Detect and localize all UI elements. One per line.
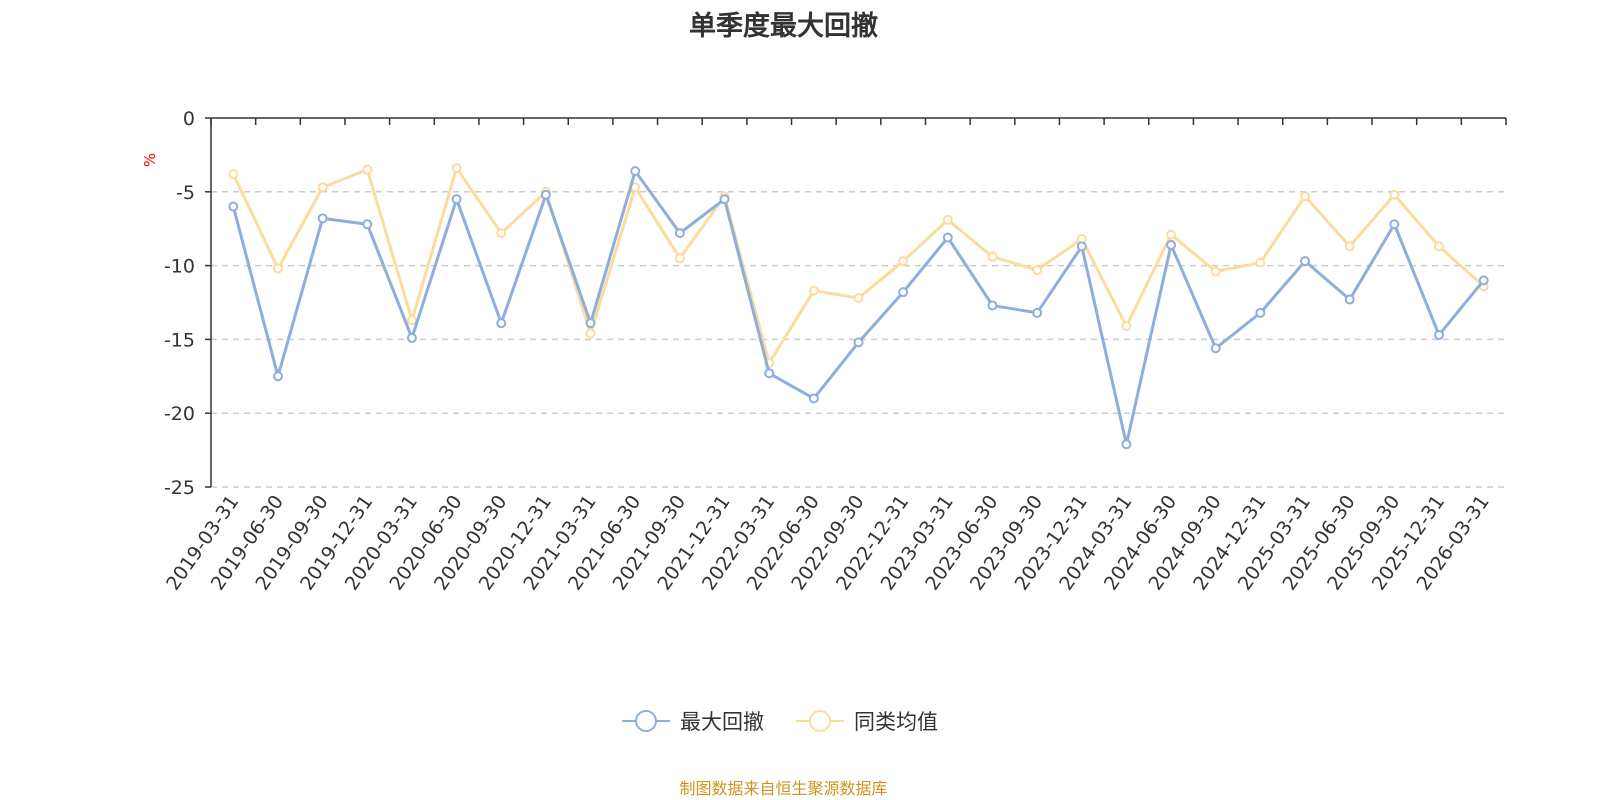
- legend-label: 同类均值: [854, 710, 938, 734]
- data-point[interactable]: [585, 318, 596, 329]
- axis-labels: 0-5-10-15-20-25%2019-03-312019-06-302019…: [141, 108, 1494, 594]
- axes: [205, 117, 1507, 488]
- data-point[interactable]: [1344, 294, 1355, 305]
- data-point[interactable]: [406, 332, 417, 343]
- legend-item[interactable]: 最大回撤: [622, 710, 764, 734]
- data-point[interactable]: [674, 228, 685, 239]
- y-tick-label: -20: [164, 403, 195, 425]
- data-point[interactable]: [451, 194, 462, 205]
- data-point[interactable]: [496, 318, 507, 329]
- data-point[interactable]: [808, 393, 819, 404]
- data-point[interactable]: [1121, 321, 1132, 332]
- data-point[interactable]: [1121, 439, 1132, 450]
- data-point[interactable]: [272, 263, 283, 274]
- data-point[interactable]: [1210, 343, 1221, 354]
- data-point[interactable]: [1300, 191, 1311, 202]
- data-point[interactable]: [987, 251, 998, 262]
- y-axis-unit: %: [141, 153, 159, 167]
- series-lines: [228, 163, 1489, 450]
- data-point[interactable]: [228, 201, 239, 212]
- data-point[interactable]: [1255, 257, 1266, 268]
- data-point[interactable]: [272, 371, 283, 382]
- data-point[interactable]: [451, 163, 462, 174]
- data-point[interactable]: [674, 253, 685, 264]
- data-point[interactable]: [496, 228, 507, 239]
- grid-lines: [211, 191, 1506, 488]
- data-point[interactable]: [898, 287, 909, 298]
- legend-label: 最大回撤: [680, 710, 764, 734]
- data-point[interactable]: [317, 182, 328, 193]
- data-point[interactable]: [630, 166, 641, 177]
- chart-title: 单季度最大回撤: [689, 11, 878, 42]
- data-point[interactable]: [1344, 241, 1355, 252]
- source-note: 制图数据来自恒生聚源数据库: [679, 779, 888, 798]
- data-point[interactable]: [853, 293, 864, 304]
- legend[interactable]: 最大回撤 同类均值: [622, 710, 938, 734]
- y-tick-label: 0: [183, 108, 195, 130]
- legend-marker: [809, 710, 831, 732]
- data-point[interactable]: [1032, 265, 1043, 276]
- data-point[interactable]: [942, 214, 953, 225]
- data-point[interactable]: [362, 219, 373, 230]
- data-point[interactable]: [1478, 275, 1489, 286]
- data-point[interactable]: [1434, 241, 1445, 252]
- data-point[interactable]: [1166, 229, 1177, 240]
- y-tick-label: -25: [164, 477, 195, 499]
- data-point[interactable]: [1300, 256, 1311, 267]
- data-point[interactable]: [1255, 307, 1266, 318]
- data-point[interactable]: [317, 213, 328, 224]
- data-point[interactable]: [808, 285, 819, 296]
- y-tick-label: -5: [176, 182, 195, 204]
- data-point[interactable]: [406, 315, 417, 326]
- data-point[interactable]: [585, 328, 596, 339]
- data-point[interactable]: [1434, 329, 1445, 340]
- data-point[interactable]: [362, 164, 373, 175]
- y-tick-label: -15: [164, 329, 195, 351]
- data-point[interactable]: [942, 232, 953, 243]
- y-tick-label: -10: [164, 256, 195, 278]
- data-point[interactable]: [228, 169, 239, 180]
- legend-marker: [635, 710, 657, 732]
- data-point[interactable]: [987, 300, 998, 311]
- data-point[interactable]: [1389, 189, 1400, 200]
- legend-item[interactable]: 同类均值: [796, 710, 938, 734]
- data-point[interactable]: [764, 368, 775, 379]
- data-point[interactable]: [719, 194, 730, 205]
- data-point[interactable]: [1389, 219, 1400, 230]
- data-point[interactable]: [1076, 241, 1087, 252]
- data-point[interactable]: [540, 189, 551, 200]
- data-point[interactable]: [898, 256, 909, 267]
- data-point[interactable]: [1032, 307, 1043, 318]
- data-point[interactable]: [1210, 266, 1221, 277]
- data-point[interactable]: [853, 337, 864, 348]
- data-point[interactable]: [1166, 239, 1177, 250]
